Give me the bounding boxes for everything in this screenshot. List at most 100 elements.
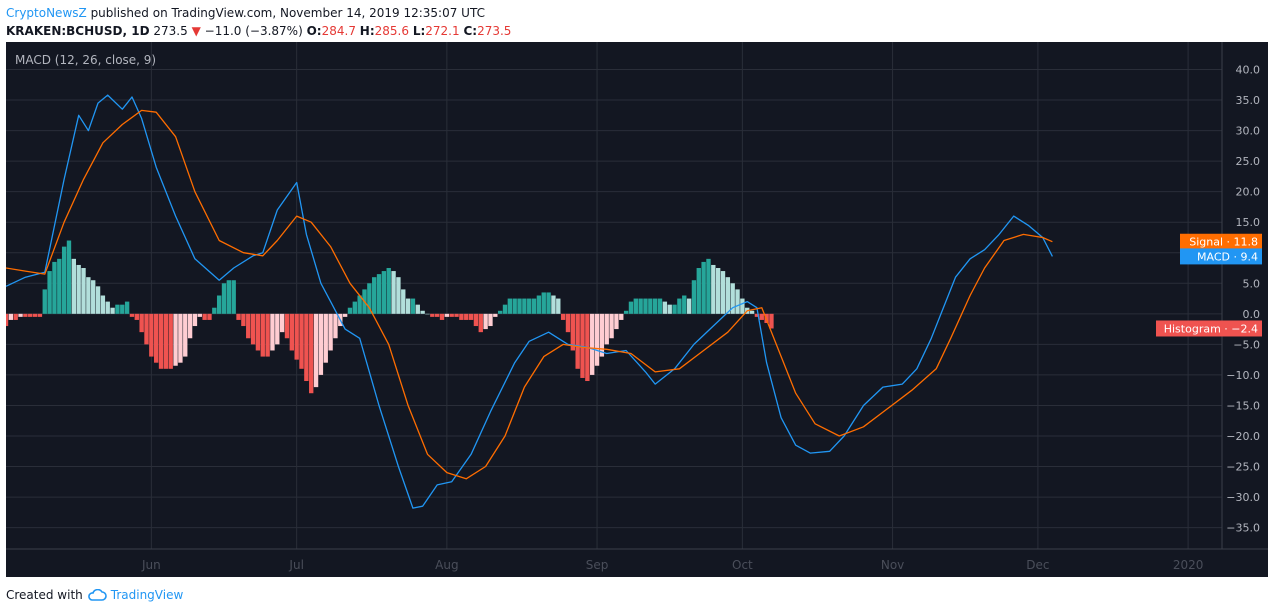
histogram-bar (430, 313, 435, 317)
histogram-bar (740, 298, 745, 314)
histogram-bar (701, 261, 706, 314)
histogram-bar (449, 313, 454, 317)
histogram-bar (749, 310, 755, 314)
histogram-bar (52, 261, 57, 314)
histogram-bar (769, 313, 774, 329)
histogram-bar (638, 298, 643, 314)
histogram-bar (47, 271, 52, 314)
histogram-bar (163, 313, 169, 369)
tradingview-link[interactable]: TradingView (110, 588, 184, 602)
ohlc-line: KRAKEN:BCHUSD, 1D 273.5 ▼ −11.0 (−3.87%)… (6, 22, 511, 40)
histogram-bar (110, 307, 115, 314)
histogram-bar (439, 313, 445, 320)
histogram-bar (202, 313, 207, 320)
y-tick-label: 20.0 (1236, 186, 1261, 199)
chart-header: CryptoNewsZ published on TradingView.com… (6, 4, 511, 40)
histogram-bar (546, 292, 551, 314)
y-tick-label: 35.0 (1236, 94, 1261, 107)
histogram-bar (541, 292, 546, 314)
histogram-bar (95, 286, 101, 314)
x-axis-labels: Jun Jul Aug Sep Oct Nov Dec 2020 (141, 558, 1203, 572)
histogram-bar (696, 268, 701, 314)
histogram-bar (304, 313, 309, 382)
histogram-bar (560, 313, 566, 320)
histogram-bar (730, 283, 735, 314)
line-series (6, 94, 1053, 509)
y-tick-label: 0.0 (1243, 308, 1261, 321)
histogram-bar (759, 313, 764, 320)
histogram-bar (425, 313, 430, 315)
y-tick-label: −10.0 (1226, 369, 1260, 382)
histogram-bar (18, 313, 23, 317)
histogram-bar (527, 298, 532, 314)
histogram-bar (657, 298, 663, 314)
histogram-bar (124, 301, 130, 314)
tag-text: MACD · 9.4 (1197, 250, 1258, 263)
histogram-bar (275, 313, 280, 345)
histogram-bar (662, 301, 668, 314)
histogram-bar (677, 298, 682, 314)
histogram-bar (158, 313, 164, 369)
histogram-bar (284, 313, 290, 339)
symbol-label: KRAKEN:BCHUSD, 1D (6, 24, 150, 38)
histogram-bar (250, 313, 256, 345)
histogram-bar (342, 313, 348, 317)
histogram-bar (105, 301, 110, 314)
histogram-bar (299, 313, 304, 369)
histogram-bar (8, 313, 14, 320)
histogram-bar (410, 298, 416, 314)
histogram-bar (604, 313, 609, 345)
histogram-bar (91, 280, 96, 314)
histogram-bar (667, 304, 672, 314)
histogram-bar (502, 304, 508, 314)
x-tick-label: Jul (288, 558, 303, 572)
histogram-bar (372, 277, 377, 314)
macd-chart[interactable]: 40.035.030.025.020.015.010.05.00.0−5.0−1… (6, 42, 1268, 577)
created-with-text: Created with (6, 588, 83, 602)
x-tick-label: Nov (881, 558, 904, 572)
signal-line (6, 109, 1053, 480)
histogram-bar (556, 298, 561, 314)
signal-value-tag: Signal · 11.8 (1180, 233, 1262, 250)
histogram-bar (551, 295, 556, 314)
y-tick-label: 5.0 (1243, 277, 1261, 290)
low-value: 272.1 (425, 24, 460, 38)
histogram-bar (580, 313, 585, 378)
macd-chart-panel[interactable]: 40.035.030.025.020.015.010.05.00.0−5.0−1… (6, 42, 1268, 577)
histogram-bar (139, 313, 144, 333)
histogram-value-tag: Histogram · −2.4 (1156, 320, 1262, 337)
histogram-bar (623, 310, 629, 314)
y-tick-label: −30.0 (1226, 491, 1260, 504)
histogram-series (6, 240, 774, 394)
y-tick-label: 40.0 (1236, 63, 1261, 76)
histogram-bar (265, 313, 270, 357)
histogram-bar (197, 313, 202, 317)
y-tick-label: −5.0 (1233, 338, 1260, 351)
histogram-bar (76, 264, 81, 314)
histogram-bar (367, 283, 372, 314)
histogram-bar (192, 313, 198, 327)
histogram-bar (173, 313, 178, 366)
histogram-bar (212, 307, 217, 314)
histogram-bar (221, 283, 227, 314)
histogram-bar (154, 313, 159, 363)
histogram-bar (71, 258, 77, 314)
y-tick-label: 15.0 (1236, 216, 1261, 229)
histogram-bar (478, 313, 483, 333)
publisher-name[interactable]: CryptoNewsZ (6, 6, 87, 20)
histogram-bar (318, 313, 324, 375)
y-tick-label: 25.0 (1236, 155, 1261, 168)
macd-value-tag: MACD · 9.4 (1180, 248, 1262, 265)
histogram-bar (512, 298, 517, 314)
histogram-bar (168, 313, 173, 369)
x-tick-label: Dec (1026, 558, 1049, 572)
histogram-bar (711, 264, 716, 314)
y-tick-label: −15.0 (1226, 399, 1260, 412)
histogram-bar (570, 313, 576, 351)
histogram-bar (57, 258, 62, 314)
histogram-bar (23, 313, 28, 317)
histogram-bar (405, 298, 411, 314)
histogram-bar (226, 280, 232, 314)
histogram-bar (497, 310, 503, 314)
open-value: 284.7 (321, 24, 356, 38)
